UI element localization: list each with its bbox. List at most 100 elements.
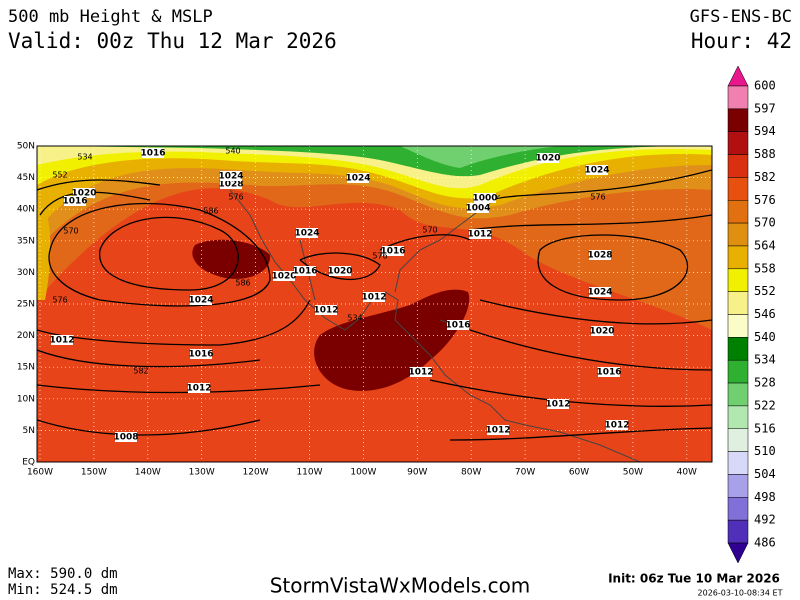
init-time: Init: 06z Tue 10 Mar 2026 [608,572,780,586]
colorbar-box [727,314,749,338]
colorbar-box [727,154,749,178]
isobar-label-box [51,335,73,345]
isobar-label-box [382,246,404,256]
colorbar-top [727,65,749,87]
isobar-label-box [220,179,242,189]
colorbar-label: 540 [754,330,776,344]
isobar-label-box [220,171,242,181]
isobar [48,202,271,307]
isobar-label: 1016 [445,321,470,331]
height-label: 540 [225,147,240,156]
height-band [400,146,560,168]
isobar-label-box [547,399,569,409]
colorbar-box [727,131,749,155]
height-label: 534 [77,153,92,162]
isobar-label-box [73,188,95,198]
height-band [192,239,271,279]
colorbar-label: 570 [754,216,776,230]
isobar-label: 1012 [408,368,433,378]
isobar-label-box [606,420,628,430]
isobar-label-box [410,367,432,377]
isobar-label-box [589,250,611,260]
height-band [314,289,470,391]
isobar-label: 1024 [218,172,243,182]
isobar-label: 1004 [465,204,490,214]
isobar-label: 1020 [327,267,352,277]
colorbar-label: 546 [754,307,776,321]
height-label: 576 [590,193,605,202]
isobar-label-box [64,196,86,206]
isobar [469,214,712,231]
isobar-label-box [294,266,316,276]
isobar [379,234,471,251]
forecast-hour: Hour: 42 [691,29,792,53]
isobar-label: 1012 [49,336,74,346]
max-value: Max: 590.0 dm [8,566,118,582]
colorbar-label: 486 [754,536,776,550]
isobar-label: 1012 [186,384,211,394]
isobar-label-box [190,295,212,305]
isobar-label: 1012 [485,426,510,436]
isobar-label: 1024 [584,166,609,176]
lat-label: 30N [17,268,35,278]
height-label: 582 [133,367,148,376]
isobar-label-box [273,271,295,281]
colorbar-label: 558 [754,261,776,275]
colorbar-box [727,222,749,247]
lon-label: 40W [677,468,697,478]
lon-label: 60W [569,468,589,478]
timestamp: 2026-03-10-08:34 ET [698,589,783,598]
isobar [469,329,712,371]
isobar-label: 1012 [313,306,338,316]
isobar-label-box [469,229,491,239]
height-label: 570 [63,227,78,236]
lon-label: 70W [515,468,535,478]
isobar-label: 1024 [587,288,612,298]
colorbar-label: 597 [754,101,776,115]
isobar-label-box [190,349,212,359]
map-area [37,146,712,462]
lat-label: 40N [17,205,35,215]
isobar-label: 1028 [218,180,243,190]
colorbar-label: 564 [754,238,776,252]
colorbar-box [727,108,749,132]
colorbar-label: 534 [754,353,776,367]
isobar [299,252,381,281]
isobar-label-box [329,266,351,276]
isobar-label: 1012 [545,400,570,410]
lon-label: 90W [407,468,427,478]
colorbar-box [727,245,749,270]
isobar-label: 1020 [589,327,614,337]
isobar-label: 1016 [62,197,87,207]
valid-time: Valid: 00z Thu 12 Mar 2026 [8,29,337,53]
isobar-label-box [591,326,613,336]
colorbar-label: 528 [754,376,776,390]
height-label: 576 [228,193,243,202]
colorbar-box [727,200,749,224]
lon-label: 140W [135,468,161,478]
isobar-label-box [115,432,137,442]
isobar-label: 1020 [535,154,560,164]
isobar [37,179,161,191]
isobar-label: 1020 [271,272,296,282]
isobar-label-box [363,292,385,302]
isobar-label-box [467,203,489,213]
height-label: 576 [372,252,387,261]
lat-label: 35N [17,236,35,246]
colorbar-label: 576 [754,193,776,207]
lat-label: EQ [22,458,35,468]
isobar-label: 1020 [71,189,96,199]
isobar-label: 1024 [345,174,370,184]
colorbar-bottom [727,542,749,564]
height-label: 552 [52,171,67,180]
isobar-label-box [537,153,559,163]
isobar [449,427,712,441]
isobar-label: 1024 [294,229,319,239]
isobar-label: 1012 [604,421,629,431]
isobar-label-box [598,367,620,377]
height-label: 586 [235,279,250,288]
isobar [37,419,261,436]
isobar [99,216,239,291]
colorbar-box [727,428,749,452]
